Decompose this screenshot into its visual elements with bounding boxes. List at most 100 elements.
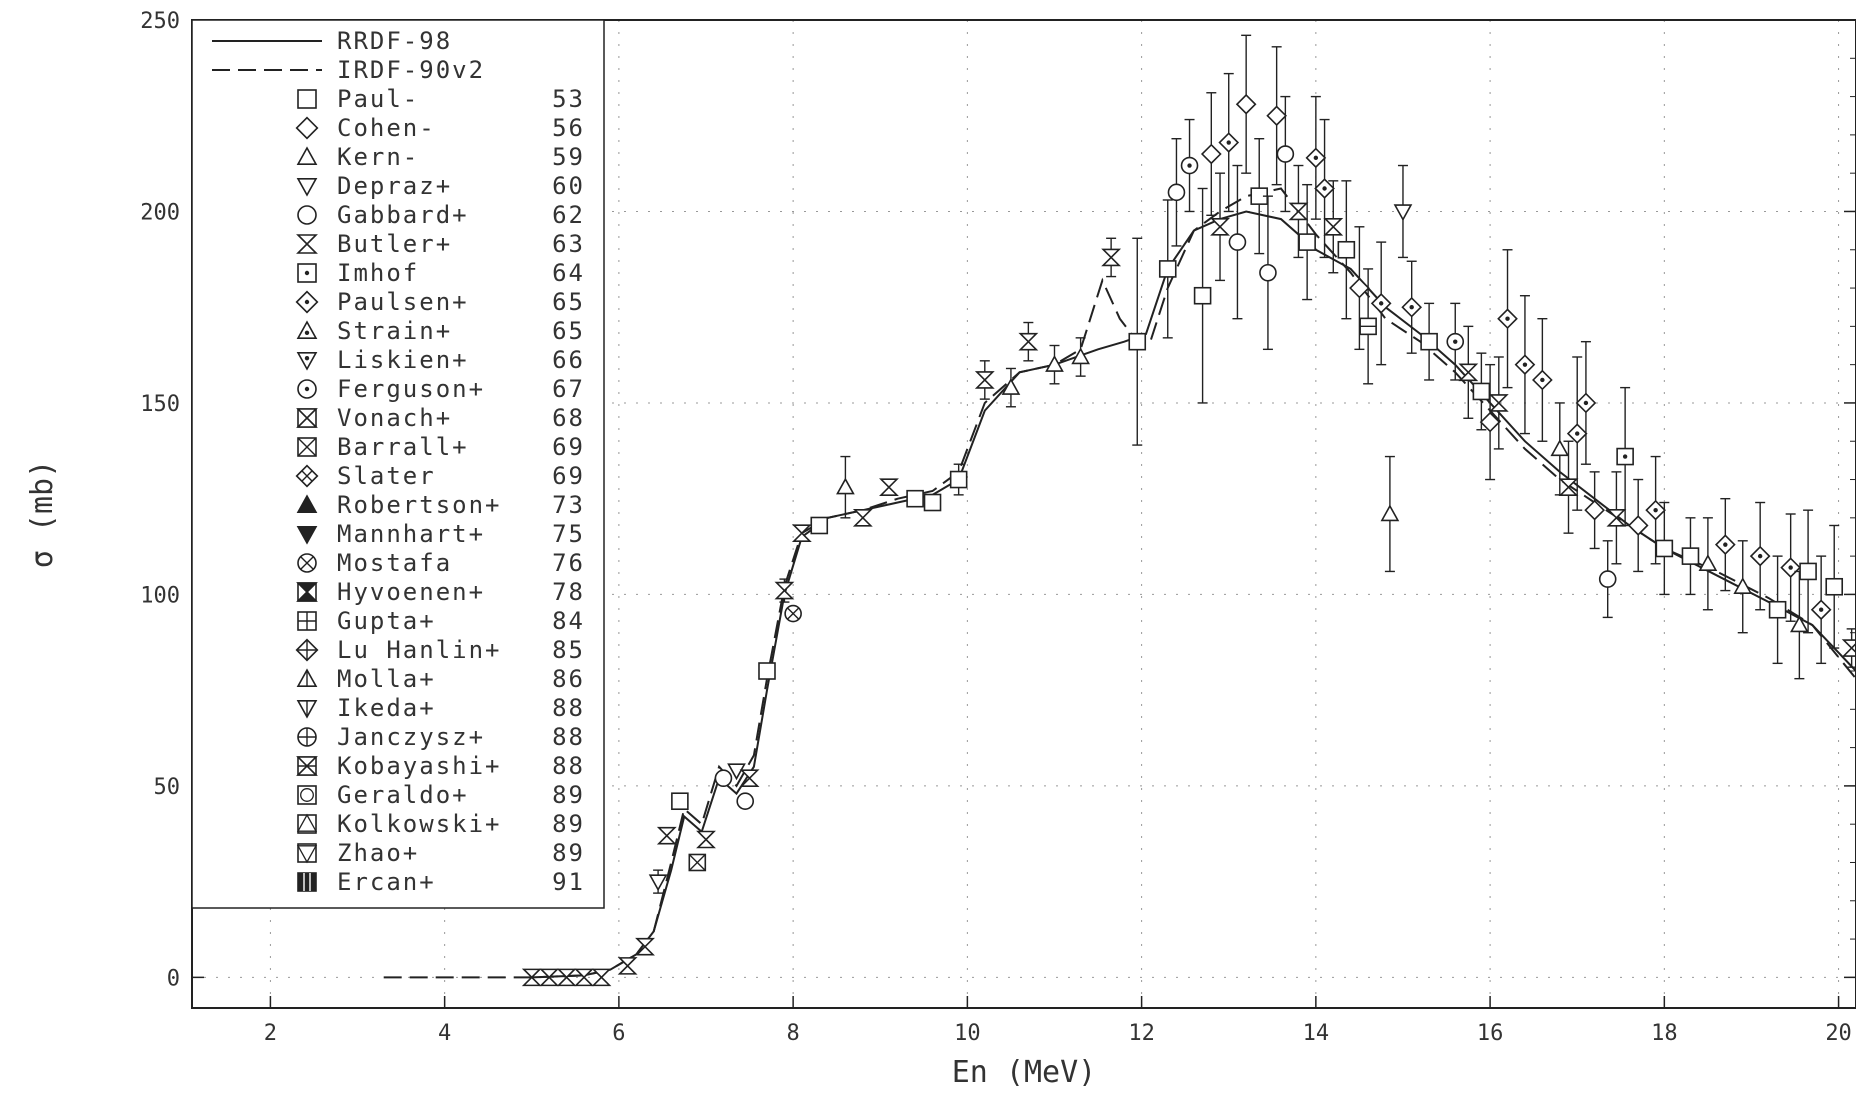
y-tick-label: 200 (140, 200, 180, 225)
data-point (1101, 248, 1122, 267)
symbol-shape (1825, 577, 1844, 596)
symbol-shape (1101, 248, 1122, 267)
data-point (556, 968, 577, 987)
data-point (1810, 599, 1832, 621)
data-point (1799, 562, 1817, 581)
legend-year: 65 (552, 317, 585, 345)
symbol-dot (1818, 607, 1824, 612)
symbol-shape (297, 89, 317, 109)
data-point (879, 478, 899, 496)
symbol-shape (295, 116, 319, 140)
symbol-shape (739, 769, 760, 788)
symbol-shape (1550, 439, 1570, 457)
symbol-shape (1200, 143, 1222, 165)
legend-year: 88 (552, 752, 585, 780)
legend-label: Mostafa (337, 549, 452, 577)
symbol-shape (1298, 233, 1316, 251)
symbol-shape (1380, 504, 1400, 522)
y-tick-label: 100 (140, 583, 180, 608)
symbol-shape (1288, 202, 1309, 221)
legend-year: 88 (552, 694, 585, 722)
data-point (521, 968, 542, 987)
symbol-dot (1757, 553, 1763, 559)
symbol-dot (1723, 542, 1728, 547)
data-point (739, 769, 760, 788)
data-point (1071, 347, 1090, 365)
data-point (1446, 332, 1465, 351)
legend-label: Molla+ (337, 665, 436, 693)
legend-year: 59 (552, 143, 585, 171)
data-point (1550, 439, 1570, 457)
data-point (1558, 478, 1579, 496)
data-point (1193, 286, 1212, 305)
symbol-dot (304, 386, 310, 392)
symbol-shape (1045, 355, 1064, 372)
symbol-dot (304, 356, 310, 361)
symbol-shape (1259, 263, 1277, 282)
data-point (1314, 178, 1335, 199)
symbol-shape (1458, 363, 1479, 382)
legend-label: Gabbard+ (337, 201, 469, 229)
data-point (1514, 354, 1536, 375)
legend-year: 88 (552, 723, 585, 751)
data-point (1235, 93, 1257, 115)
legend-label: IRDF-90v2 (337, 56, 485, 84)
data-point (635, 937, 655, 956)
legend-year: 64 (552, 259, 585, 287)
legend-label: Strain+ (337, 317, 452, 345)
data-point (1780, 557, 1801, 578)
x-tick-label: 12 (1128, 1021, 1155, 1046)
symbol-shape (296, 234, 318, 254)
data-point (1714, 534, 1736, 555)
symbol-shape (296, 408, 318, 428)
data-point (1655, 539, 1674, 558)
legend-symbol (297, 379, 317, 399)
data-point (539, 968, 560, 987)
symbol-shape (736, 792, 755, 811)
symbol-dot (1622, 454, 1628, 459)
legend-year: 63 (552, 230, 585, 258)
data-point (1200, 143, 1222, 165)
symbol-shape (1393, 204, 1413, 222)
legend-year: 60 (552, 172, 585, 200)
legend-symbol (296, 146, 318, 165)
solid-curve (531, 210, 1856, 979)
symbol-shape (1323, 217, 1344, 236)
symbol-shape (810, 516, 829, 535)
legend-label: Geraldo+ (337, 781, 469, 809)
symbol-dot (1409, 305, 1414, 310)
data-point (1479, 411, 1501, 433)
symbol-dot (1453, 339, 1458, 344)
y-axis-title: σ (mb) (25, 460, 60, 568)
x-tick-label: 10 (954, 1021, 981, 1046)
data-point (1349, 277, 1370, 299)
data-point (1218, 132, 1240, 153)
y-tick-label: 0 (167, 966, 180, 991)
symbol-shape (1276, 145, 1295, 163)
legend-label: RRDF-98 (337, 27, 452, 55)
symbol-shape (297, 205, 317, 225)
legend-year: 75 (552, 520, 585, 548)
y-tick-label: 50 (154, 775, 181, 800)
legend-year: 89 (552, 810, 585, 838)
legend-label: Paul- (337, 85, 419, 113)
symbol-shape (1681, 547, 1700, 565)
data-point (1401, 296, 1423, 318)
legend-year: 65 (552, 288, 585, 316)
symbol-shape (1768, 600, 1787, 619)
symbol-dot (1187, 163, 1192, 168)
y-tick-label: 150 (140, 392, 180, 417)
data-point (1488, 394, 1509, 412)
legend-symbol (296, 525, 318, 545)
symbol-shape (1193, 286, 1212, 305)
legend-year: 56 (552, 114, 585, 142)
legend-label: Slater (337, 462, 436, 490)
legend-label: Butler+ (337, 230, 452, 258)
data-point (656, 826, 677, 845)
symbol-shape (656, 826, 677, 845)
data-point (1645, 499, 1666, 521)
legend-symbol (297, 611, 317, 631)
symbol-shape (1266, 105, 1287, 127)
legend-symbol (297, 89, 317, 109)
